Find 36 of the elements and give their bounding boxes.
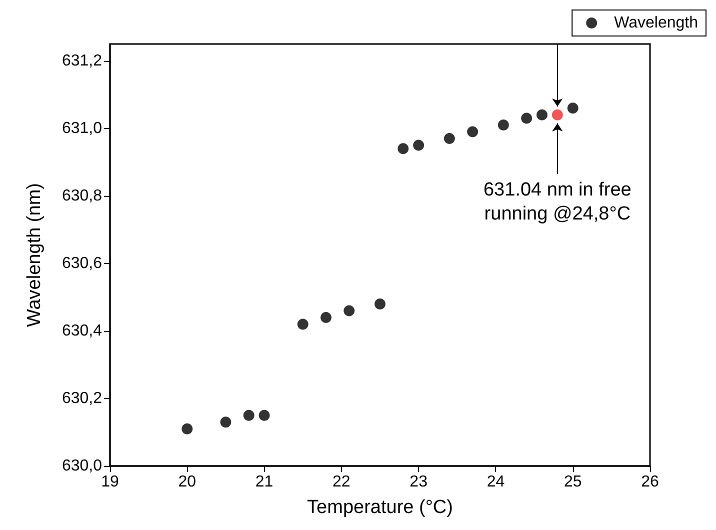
y-tick-label: 630,4 [62,322,102,340]
y-tick-label: 630,2 [62,390,102,407]
point [374,298,386,310]
point [243,410,254,421]
point [320,312,332,323]
point [467,126,478,138]
point [297,318,308,330]
x-tick-label: 26 [641,474,659,490]
y-tick-label: 630,0 [62,458,102,474]
y-tick-label: 630,8 [62,187,102,204]
point [552,109,563,120]
x-tick-label: 23 [410,474,428,490]
point [498,120,509,131]
x-tick-label: 22 [332,474,350,490]
y-tick-label: 631,2 [62,52,102,70]
x-tick-label: 24 [486,474,505,490]
point [398,143,409,154]
point [444,133,455,144]
point [258,410,270,421]
point [567,102,578,114]
annotation: 631.04 nm in free running @24,8°C [483,180,632,225]
x-axis-title: Temperature (°C) [307,497,453,518]
point [413,140,424,151]
legend-label: Wavelength [614,14,698,32]
point [220,416,232,428]
x-tick-label: 19 [101,474,119,490]
y-tick-label: 631,0 [62,120,102,137]
point [521,112,532,124]
y-tick-label: 630,6 [62,254,102,272]
x-tick-label: 20 [178,474,196,490]
y-axis-title: Wavelength (nm) [24,183,45,327]
point [344,305,355,316]
point [536,109,548,120]
x-tick-label: 21 [255,474,274,490]
x-tick-label: 25 [564,474,582,490]
point [182,423,193,434]
